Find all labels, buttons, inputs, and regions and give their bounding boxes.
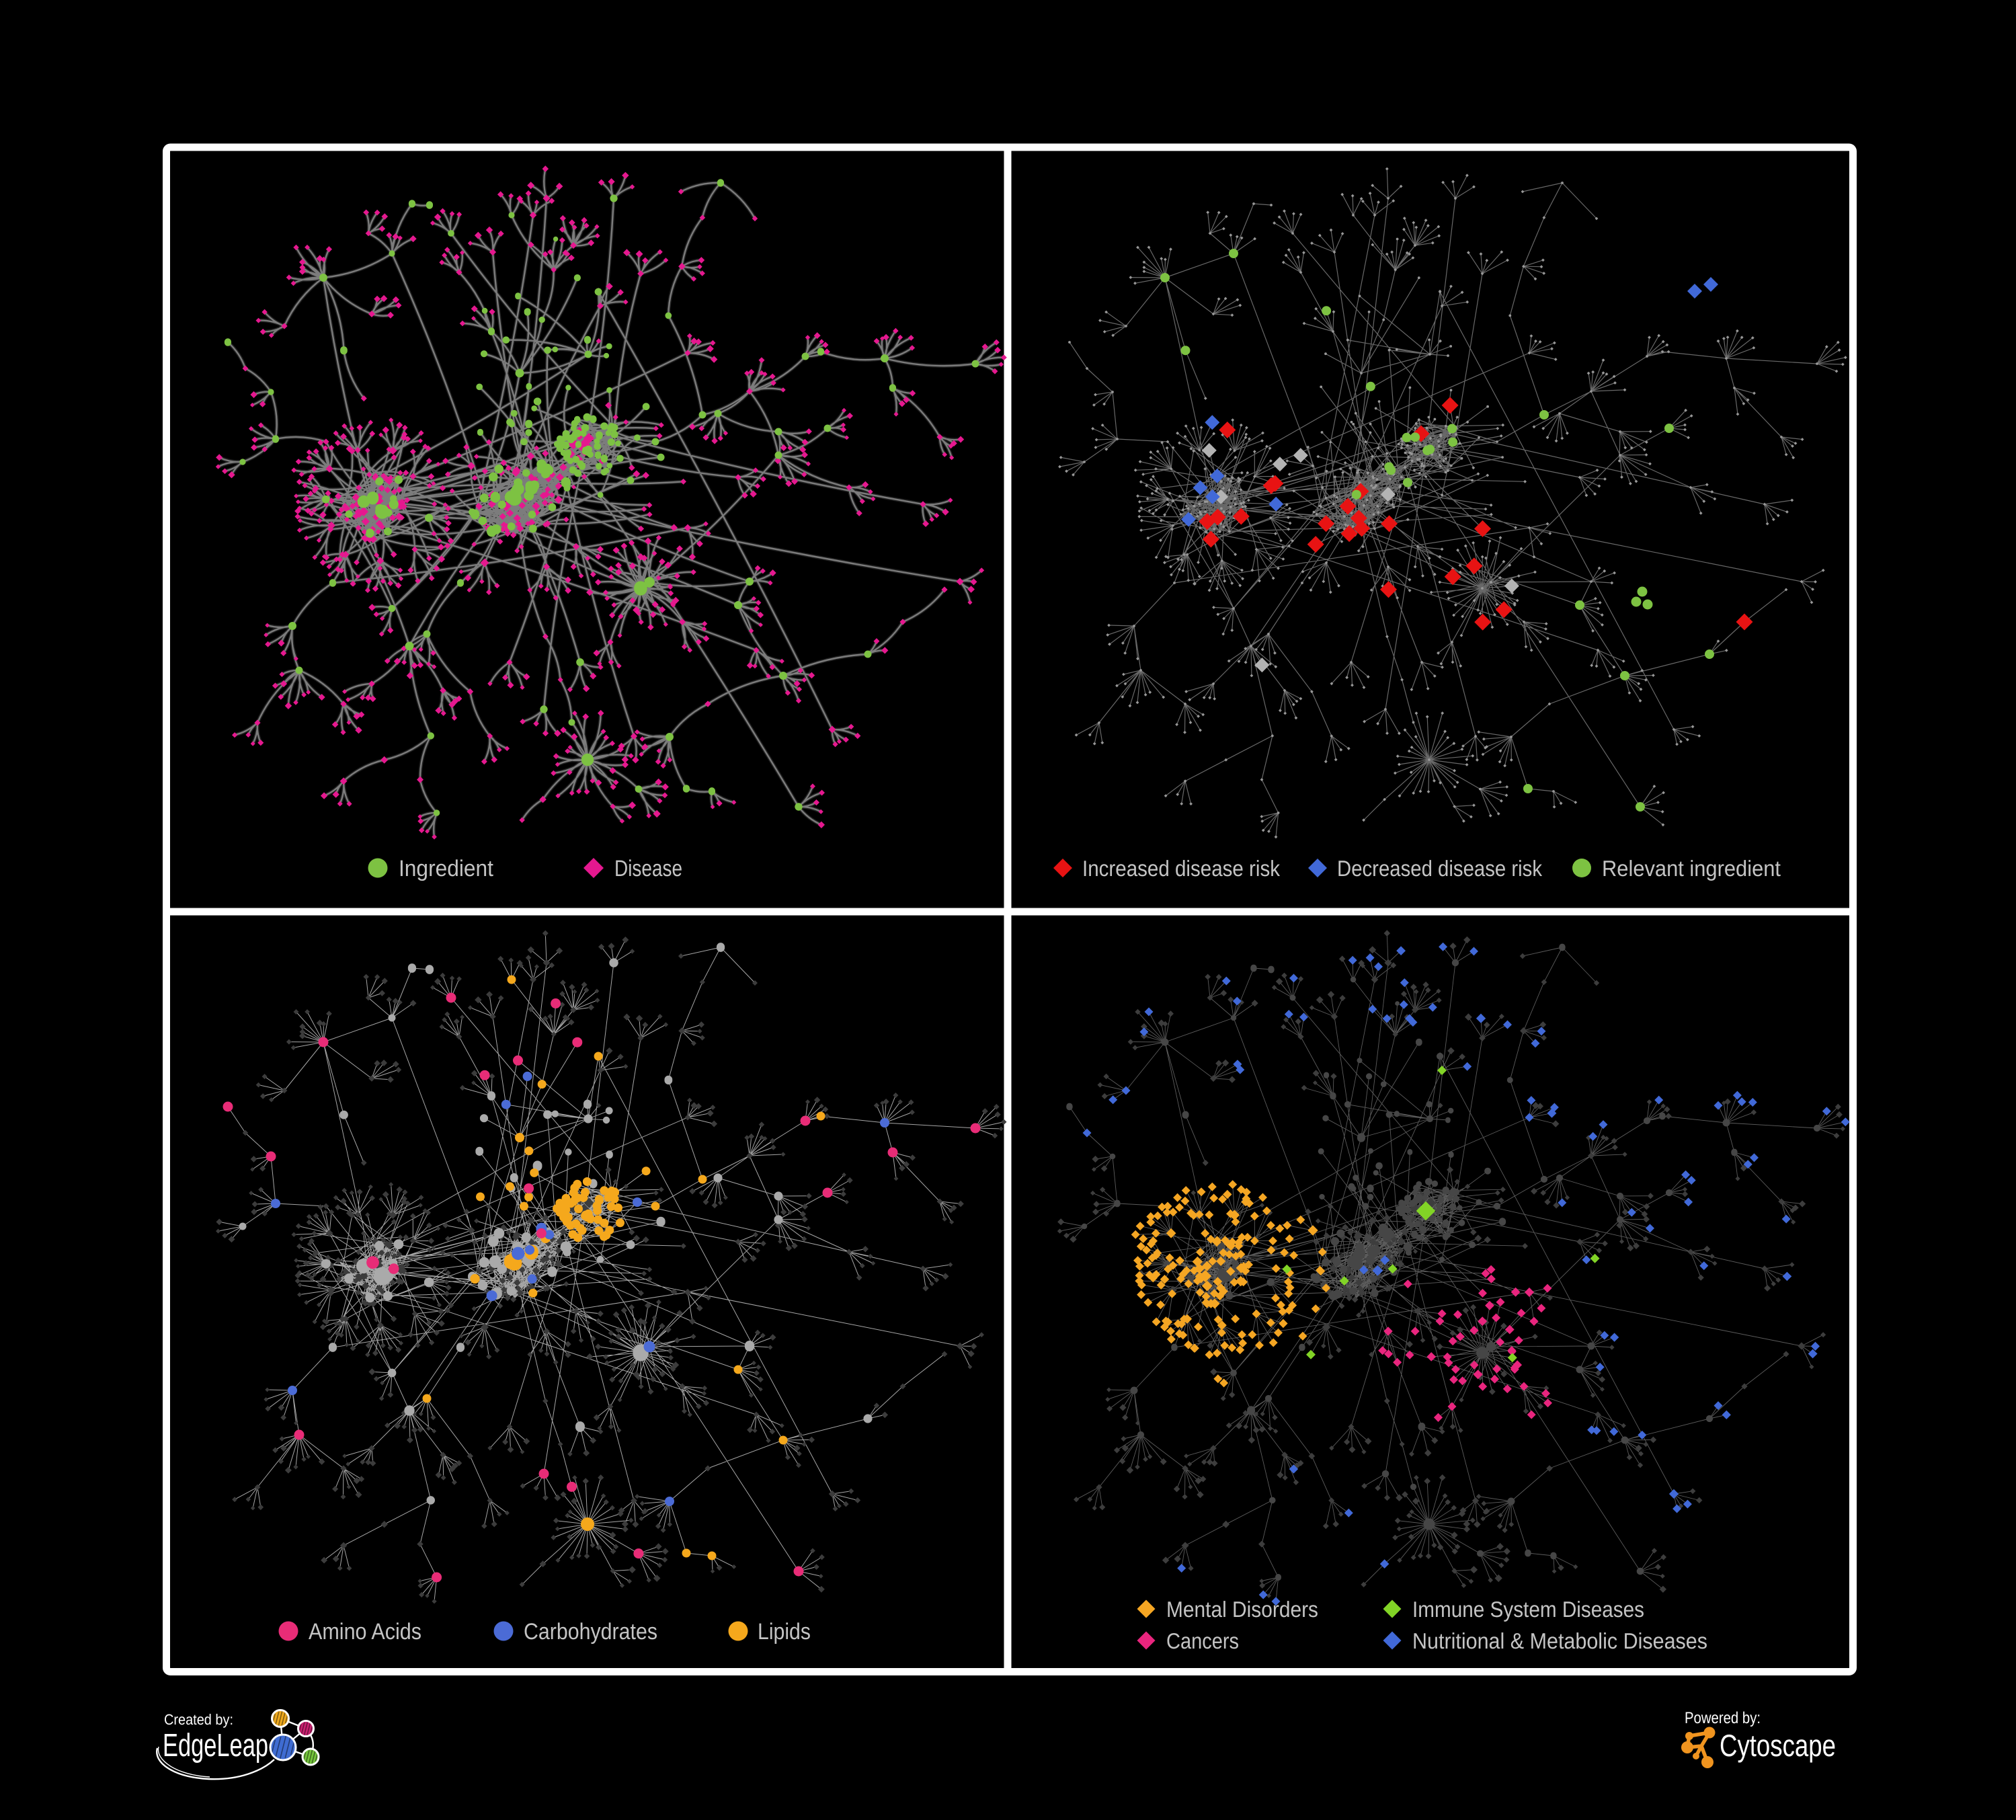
svg-text:Relevant ingredient: Relevant ingredient: [1602, 856, 1781, 881]
svg-text:Amino Acids: Amino Acids: [309, 1619, 421, 1645]
svg-text:Disease: Disease: [614, 856, 682, 881]
svg-text:Ingredient: Ingredient: [399, 856, 494, 881]
svg-text:Nutritional & Metabolic Diseas: Nutritional & Metabolic Diseases: [1412, 1628, 1707, 1653]
svg-text:Created by:: Created by:: [164, 1711, 233, 1728]
svg-text:EdgeLeap: EdgeLeap: [163, 1728, 268, 1764]
svg-text:Cancers: Cancers: [1166, 1628, 1239, 1653]
svg-text:Lipids: Lipids: [758, 1619, 811, 1645]
svg-text:Powered by:: Powered by:: [1685, 1709, 1761, 1727]
svg-text:Cytoscape: Cytoscape: [1720, 1728, 1836, 1763]
svg-text:Decreased disease risk: Decreased disease risk: [1337, 856, 1542, 881]
svg-text:Carbohydrates: Carbohydrates: [524, 1619, 657, 1645]
svg-text:Immune System Diseases: Immune System Diseases: [1412, 1597, 1644, 1622]
svg-text:Mental Disorders: Mental Disorders: [1166, 1597, 1318, 1622]
svg-text:Increased disease risk: Increased disease risk: [1082, 856, 1280, 881]
